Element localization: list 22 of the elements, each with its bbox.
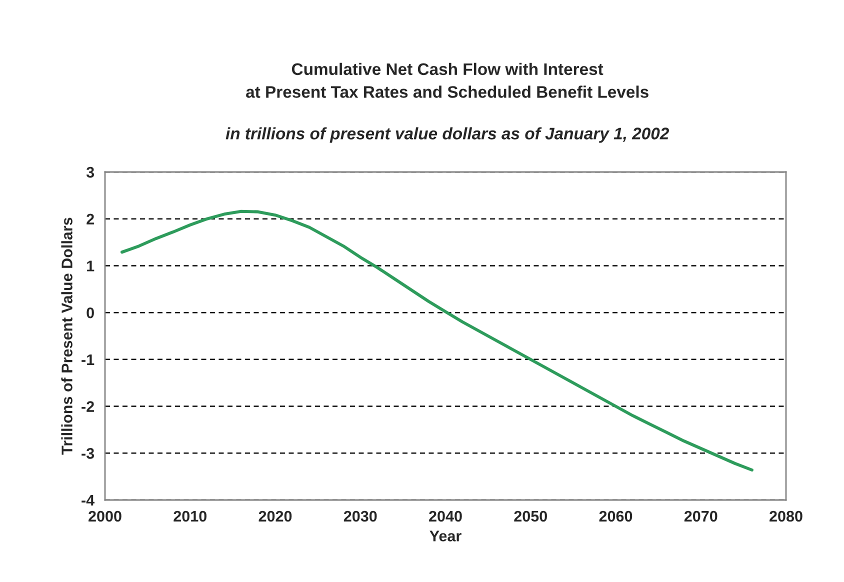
x-tick-label: 2000 [88, 510, 122, 522]
y-tick-label: -2 [82, 401, 94, 412]
y-tick-label: 2 [86, 214, 94, 224]
chart-subtitle: in trillions of present value dollars as of January 1, 2002 [226, 127, 670, 143]
y-tick-label: 1 [87, 260, 94, 272]
y-tick-label: 0 [86, 307, 94, 318]
y-tick-label: -4 [82, 495, 95, 506]
x-tick-label: 2020 [258, 510, 292, 522]
x-axis-title: Year [430, 530, 462, 542]
x-tick-label: 2010 [174, 510, 206, 522]
x-tick-label: 2080 [770, 510, 802, 522]
line-series [120, 210, 754, 472]
x-tick-label: 2060 [599, 510, 632, 522]
x-tick-label: 2070 [684, 510, 718, 522]
x-tick-label: 2040 [429, 510, 462, 522]
chart-title: Cumulative Net Cash Flow with Interest at Present Tax Rates and Scheduled Benefit Levels [246, 62, 648, 98]
y-axis-title: Trillions of Present Value Dollars [61, 218, 72, 455]
y-tick-label: 3 [86, 166, 94, 178]
y-tick-label: -3 [82, 448, 94, 459]
x-tick-label: 2030 [344, 510, 377, 522]
y-tick-label: -1 [82, 354, 94, 365]
x-tick-label: 2050 [514, 510, 547, 522]
